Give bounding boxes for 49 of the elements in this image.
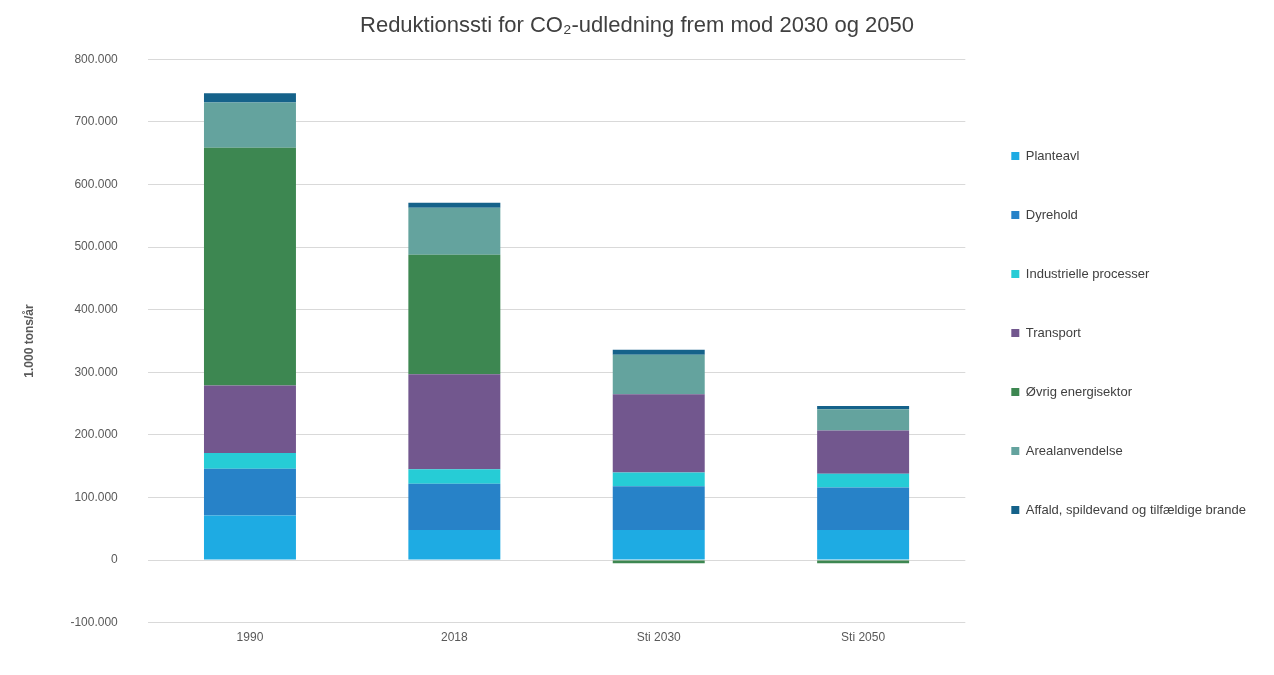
bar [817, 487, 910, 530]
bar [408, 469, 501, 484]
bar [612, 349, 705, 355]
bar [817, 473, 910, 488]
x-tick-label: 1990 [236, 630, 264, 645]
bar [203, 102, 296, 148]
bar [408, 254, 501, 375]
y-tick-label: 400.000 [74, 302, 119, 317]
bar [408, 529, 501, 560]
legend-label: Transport [1025, 324, 1082, 340]
chart-title: Reduktionssti for CO₂-udledning frem mod 2030 og 2050 [360, 12, 914, 38]
y-tick-label: 500.000 [74, 239, 119, 254]
bar [612, 472, 705, 487]
bar [817, 529, 910, 560]
bar [203, 515, 296, 560]
y-tick-label: 0 [111, 552, 119, 567]
legend-label: Arealanvendelse [1025, 442, 1123, 458]
bar [612, 529, 705, 560]
bar [612, 486, 705, 530]
y-tick-label: 700.000 [74, 114, 119, 129]
legend-label: Øvrig energisektor [1025, 383, 1133, 399]
bar [203, 385, 296, 454]
x-tick-label: Sti 2050 [841, 630, 886, 645]
legend-label: Dyrehold [1025, 206, 1078, 222]
y-tick-label: -100.000 [70, 614, 119, 629]
y-tick-label: 800.000 [74, 51, 119, 66]
bar [408, 202, 501, 208]
bar [612, 354, 705, 395]
bar [612, 394, 705, 473]
y-tick-label: 100.000 [74, 489, 119, 504]
legend-label: Affald, spildevand og tilfældige brande [1025, 501, 1246, 517]
legend-label: Planteavl [1025, 147, 1080, 163]
bar [203, 147, 296, 386]
bar [408, 374, 501, 470]
legend-label: Industrielle processer [1025, 265, 1151, 281]
bar [817, 406, 910, 410]
bar [203, 468, 296, 516]
bar [203, 93, 296, 103]
x-tick-label: Sti 2030 [636, 630, 682, 645]
y-axis-title: 1.000 tons/år [21, 303, 36, 378]
y-tick-label: 300.000 [74, 364, 119, 379]
x-tick-label: 2018 [441, 630, 469, 645]
bar [408, 483, 501, 530]
y-tick-label: 200.000 [74, 427, 119, 442]
y-tick-label: 600.000 [74, 176, 119, 191]
bar [408, 207, 501, 255]
bar [203, 453, 296, 469]
bar [817, 430, 910, 474]
bar [817, 409, 910, 431]
